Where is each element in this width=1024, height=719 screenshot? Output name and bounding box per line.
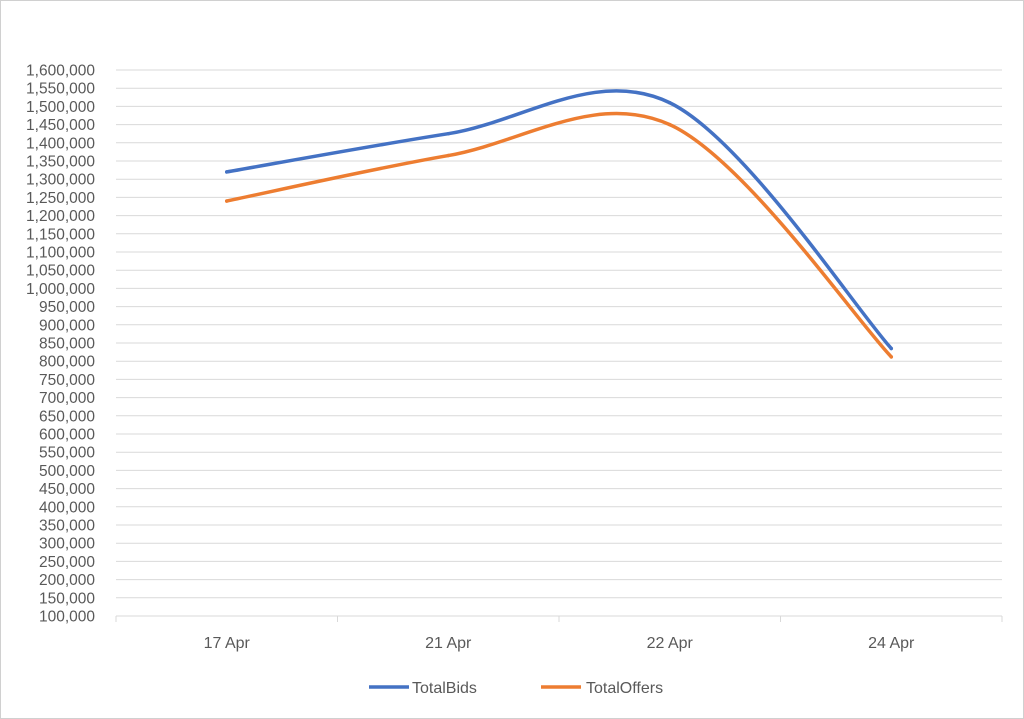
series-line-totalbids (225, 89, 893, 351)
data-point-totalbids (225, 170, 229, 174)
y-tick-label: 900,000 (39, 317, 95, 334)
y-tick-label: 1,400,000 (26, 135, 95, 152)
y-tick-label: 100,000 (39, 609, 95, 626)
gridlines (116, 69, 1002, 599)
x-axis: 17 Apr 21 Apr 22 Apr 24 Apr (115, 615, 1003, 652)
y-tick-label: 1,150,000 (26, 226, 95, 243)
data-point-totalbids (889, 346, 893, 351)
y-tick-label: 1,450,000 (26, 117, 95, 134)
y-tick-label: 200,000 (39, 572, 95, 589)
y-tick-label: 1,200,000 (26, 208, 95, 225)
y-tick-label: 450,000 (39, 481, 95, 498)
x-tick-label: 17 Apr (204, 635, 251, 652)
y-tick-label: 550,000 (39, 445, 95, 462)
y-tick-label: 250,000 (39, 554, 95, 571)
data-point-totaloffers (889, 355, 893, 359)
y-tick-label: 600,000 (39, 427, 95, 444)
y-tick-label: 1,500,000 (26, 99, 95, 116)
legend-label-totalbids: TotalBids (412, 680, 477, 697)
data-point-totaloffers (446, 153, 450, 158)
y-tick-label: 700,000 (39, 390, 95, 407)
y-tick-label: 1,550,000 (26, 81, 95, 98)
y-tick-label: 1,250,000 (26, 190, 95, 207)
y-tick-label: 150,000 (39, 590, 95, 607)
series-line-totaloffers (225, 111, 893, 359)
y-tick-label: 650,000 (39, 408, 95, 425)
data-point-totalbids (668, 101, 672, 105)
y-tick-label: 400,000 (39, 499, 95, 516)
y-tick-label: 300,000 (39, 536, 95, 553)
y-tick-label: 1,000,000 (26, 281, 95, 298)
x-tick-label: 24 Apr (868, 635, 915, 652)
y-axis-tick-labels: 100,000 150,000200,000250,000300,000350,0… (26, 63, 95, 626)
x-tick-label: 21 Apr (425, 635, 472, 652)
y-tick-label: 1,100,000 (26, 245, 95, 262)
y-tick-label: 1,050,000 (26, 263, 95, 280)
y-tick-label: 1,350,000 (26, 154, 95, 171)
y-tick-label: 1,300,000 (26, 172, 95, 189)
y-tick-label: 1,600,000 (26, 63, 95, 80)
y-tick-label: 350,000 (39, 518, 95, 535)
y-tick-label: 500,000 (39, 463, 95, 480)
series-lines (225, 89, 893, 359)
y-tick-label: 850,000 (39, 336, 95, 353)
legend: TotalBids TotalOffers (369, 680, 663, 697)
x-tick-label: 22 Apr (647, 635, 694, 652)
legend-label-totaloffers: TotalOffers (586, 680, 663, 697)
y-tick-label: 750,000 (39, 372, 95, 389)
y-tick-label: 950,000 (39, 299, 95, 316)
data-point-totaloffers (668, 122, 672, 127)
y-tick-label: 800,000 (39, 354, 95, 371)
data-point-totalbids (446, 131, 450, 136)
data-point-totaloffers (225, 199, 229, 203)
